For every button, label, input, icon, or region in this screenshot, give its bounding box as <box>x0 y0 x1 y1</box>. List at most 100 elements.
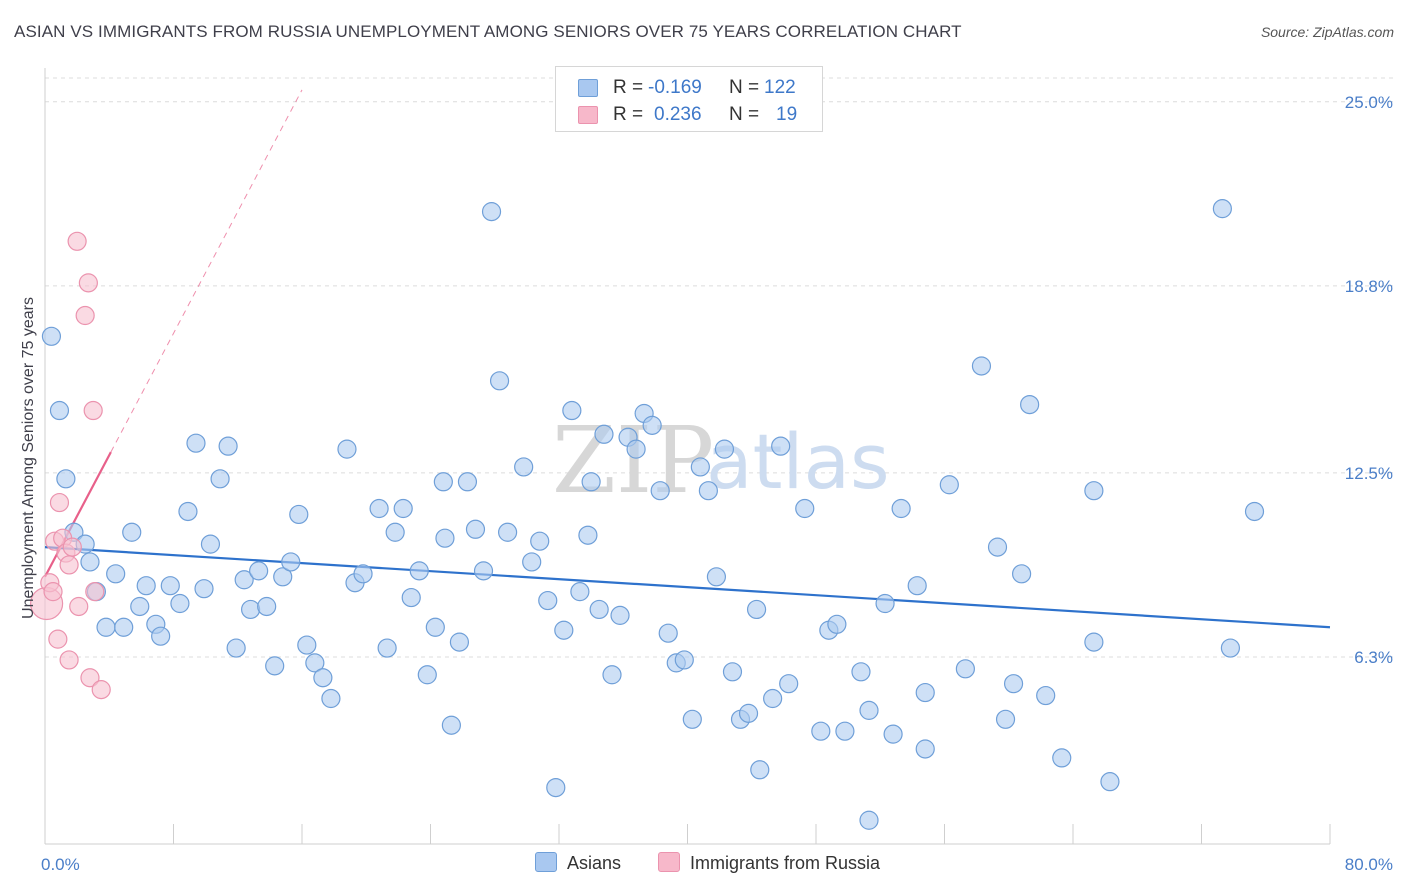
russia-point <box>62 537 82 557</box>
asian-point <box>289 504 309 525</box>
asian-point <box>779 674 799 694</box>
legend-n-label: N = <box>729 104 760 125</box>
asian-point <box>658 623 678 643</box>
asian-point <box>570 582 590 602</box>
legend-r-label: R = <box>613 77 644 98</box>
asian-point <box>698 481 718 501</box>
russia-point <box>85 582 105 602</box>
asian-point <box>650 481 670 501</box>
asian-point <box>827 614 847 634</box>
asian-point <box>385 522 405 542</box>
asian-point <box>449 632 470 652</box>
legend-r-value: 0.236 <box>654 104 702 125</box>
asian-point <box>835 721 855 741</box>
legend-item-russia: Immigrants from Russia <box>658 852 880 874</box>
asian-point <box>265 656 285 676</box>
russia-trend-extension <box>110 89 303 453</box>
asian-point <box>1220 638 1241 658</box>
asian-point <box>626 439 646 459</box>
asian-point <box>249 561 269 581</box>
legend-n-value: 122 <box>764 77 796 98</box>
asian-point <box>915 739 935 759</box>
asian-point <box>498 522 518 542</box>
legend-swatch-russia <box>658 852 680 872</box>
asian-point <box>409 561 429 581</box>
asian-point <box>955 659 975 679</box>
asian-point <box>1084 481 1104 501</box>
asian-point <box>939 475 959 495</box>
watermark: ZIP atlas <box>552 407 890 514</box>
legend-r-value: -0.169 <box>648 77 702 98</box>
asian-point <box>581 472 601 492</box>
asian-point <box>1003 674 1024 694</box>
asian-point <box>241 599 261 620</box>
asian-point <box>194 579 214 599</box>
y-tick-label: 18.8% <box>1345 277 1393 296</box>
asian-point <box>642 415 662 435</box>
asian-point <box>481 202 502 222</box>
asian-point <box>281 552 301 572</box>
legend-n-label: N = <box>729 77 760 98</box>
asian-point <box>514 457 534 477</box>
correlation-legend: R = -0.169 N = 122 R = 0.236 N = 19 <box>555 66 823 132</box>
asian-point <box>41 326 62 346</box>
legend-n-value: 19 <box>776 104 798 125</box>
asian-point <box>971 356 992 376</box>
russia-point <box>43 582 63 602</box>
source-label: Source: ZipAtlas.com <box>1260 24 1394 40</box>
x-tick-label: 80.0% <box>1345 855 1393 874</box>
legend-item-asians: Asians <box>535 852 621 874</box>
asian-point <box>602 665 622 685</box>
asian-point <box>1036 685 1056 706</box>
asian-point <box>377 638 397 658</box>
legend-label-asians: Asians <box>567 853 622 873</box>
asian-point <box>554 620 574 640</box>
asian-point <box>674 650 694 670</box>
asian-point <box>226 638 246 658</box>
asian-point <box>706 567 727 587</box>
russia-point <box>75 305 95 326</box>
asian-point <box>122 522 142 542</box>
asian-point <box>538 590 558 611</box>
asian-point <box>987 537 1008 557</box>
asian-point <box>682 709 702 729</box>
asian-point <box>690 457 710 477</box>
asian-point <box>186 433 206 453</box>
asian-point <box>305 653 325 673</box>
y-tick-label: 12.5% <box>1345 464 1393 483</box>
russia-trend-line <box>44 451 112 578</box>
asian-point <box>589 599 609 620</box>
asian-point <box>234 570 254 590</box>
asian-point <box>369 498 389 519</box>
asian-point <box>1020 394 1040 415</box>
asian-point <box>417 665 437 685</box>
russia-point <box>67 231 87 251</box>
asian-point <box>1084 632 1104 652</box>
asian-point <box>441 715 461 735</box>
asian-point <box>722 662 743 682</box>
asian-point <box>875 593 895 614</box>
y-tick-label: 6.3% <box>1354 648 1393 667</box>
points-layer <box>30 199 1265 830</box>
asian-point <box>771 436 791 456</box>
legend-label-russia: Immigrants from Russia <box>690 853 881 873</box>
russia-point <box>69 596 89 617</box>
asian-point <box>522 552 542 572</box>
asian-point <box>457 472 478 492</box>
asian-point <box>170 593 190 614</box>
asian-point <box>859 700 879 720</box>
watermark-atlas: atlas <box>706 417 890 506</box>
asian-point <box>435 528 455 548</box>
asian-point <box>1052 748 1072 768</box>
asian-point <box>546 777 566 798</box>
asian-point <box>433 472 453 492</box>
y-axis-label: Unemployment Among Seniors over 75 years <box>20 297 37 619</box>
asian-point <box>218 436 238 456</box>
asian-point <box>337 439 357 459</box>
asian-point <box>995 709 1016 729</box>
asian-point <box>851 662 871 682</box>
asian-point <box>178 501 198 522</box>
asian-point <box>465 519 486 539</box>
legend-row-russia: R = 0.236 N = 19 <box>556 100 822 128</box>
